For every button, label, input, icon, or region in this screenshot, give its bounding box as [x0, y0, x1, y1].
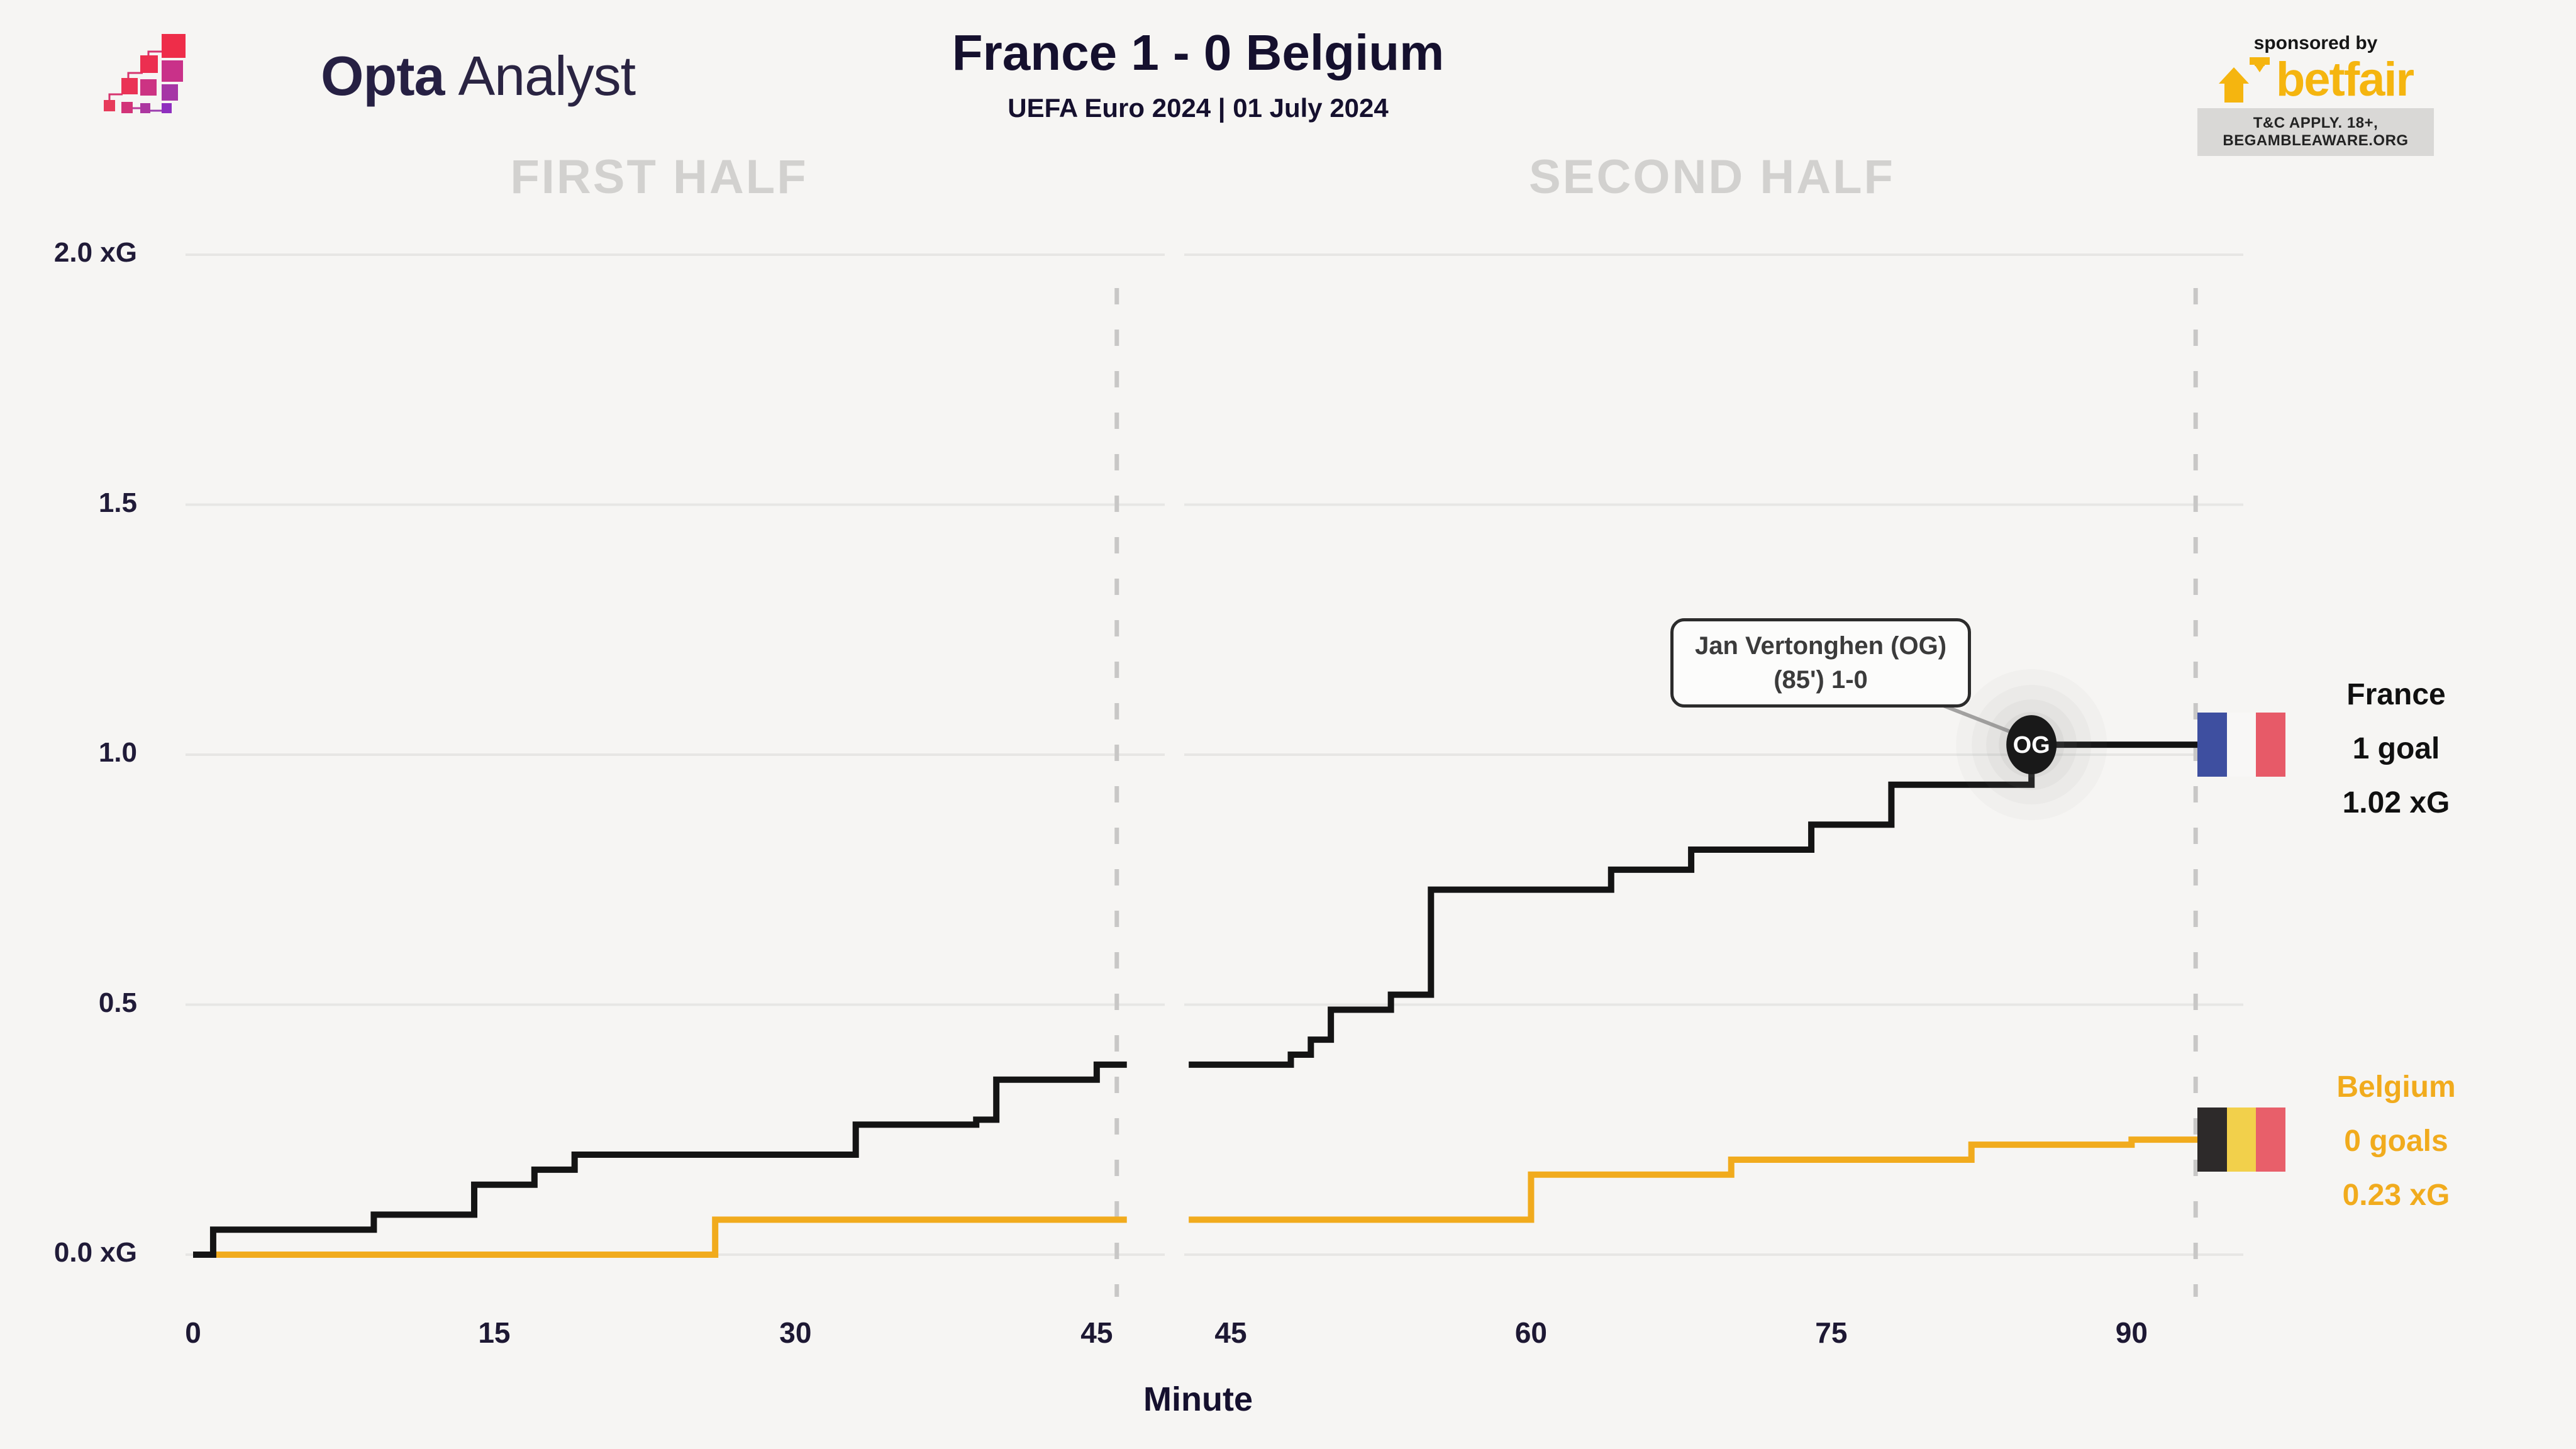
- x-tick-label: 90: [2115, 1316, 2148, 1349]
- x-tick-label: 45: [1080, 1316, 1113, 1349]
- x-tick-label: 0: [185, 1316, 201, 1349]
- first-half-title: FIRST HALF: [510, 150, 808, 204]
- x-tick-label: 75: [1815, 1316, 1848, 1349]
- match-title: France 1 - 0 Belgium: [952, 25, 1445, 80]
- opta-stairs-icon: [104, 34, 186, 113]
- betfair-arrows-icon: [2218, 57, 2270, 103]
- france-flag-icon: [2197, 713, 2286, 777]
- goal-annotation-minute-score: (85') 1-0: [1774, 666, 1868, 694]
- belgium-goals: 0 goals: [2344, 1124, 2448, 1158]
- france-xg-line: [1189, 741, 2198, 1068]
- sponsored-by-label: sponsored by: [2253, 33, 2378, 53]
- france-goals: 1 goal: [2352, 732, 2440, 765]
- belgium-xg-line: [193, 1216, 1127, 1258]
- goal-annotation: Jan Vertonghen (OG) (85') 1-0: [1670, 618, 1971, 708]
- second-half-title: SECOND HALF: [1529, 150, 1895, 204]
- sponsor-terms: T&C APPLY. 18+, BEGAMBLEAWARE.ORG: [2197, 108, 2434, 156]
- y-tick-label: 2.0 xG: [53, 237, 137, 268]
- france-summary-label: France 1 goal 1.02 xG: [2289, 668, 2503, 830]
- y-tick-label: 1.0: [98, 737, 137, 768]
- sponsor-block: sponsored by betfair T&C APPLY. 18+, BEG…: [2184, 33, 2448, 156]
- x-tick-label: 45: [1214, 1316, 1247, 1349]
- y-tick-label: 0.0 xG: [53, 1237, 137, 1268]
- france-name: France: [2346, 678, 2446, 711]
- y-tick-label: 1.5: [98, 487, 137, 518]
- match-subtitle: UEFA Euro 2024 | 01 July 2024: [1008, 93, 1389, 123]
- belgium-name: Belgium: [2336, 1070, 2456, 1104]
- betfair-logo: betfair: [2184, 55, 2448, 104]
- opta-brand-light: Analyst: [458, 45, 636, 107]
- x-tick-label: 30: [779, 1316, 812, 1349]
- goal-marker-og-label: OG: [2013, 732, 2050, 758]
- belgium-summary-label: Belgium 0 goals 0.23 xG: [2289, 1060, 2503, 1223]
- france-xg-line: [193, 1061, 1127, 1258]
- belgium-flag-icon: [2197, 1108, 2286, 1172]
- goal-marker: [2006, 715, 2057, 775]
- betfair-wordmark: betfair: [2275, 53, 2414, 106]
- x-axis-title: Minute: [1143, 1380, 1253, 1418]
- opta-analyst-logo: Opta Analyst: [104, 26, 636, 127]
- france-xg: 1.02 xG: [2342, 786, 2450, 819]
- opta-brand-bold: Opta: [321, 45, 445, 107]
- goal-annotation-scorer: Jan Vertonghen (OG): [1694, 632, 1947, 660]
- belgium-xg: 0.23 xG: [2342, 1179, 2450, 1212]
- y-tick-label: 0.5: [98, 987, 137, 1018]
- annotation-connector: [1939, 702, 2012, 734]
- belgium-xg-line: [1189, 1136, 2198, 1223]
- x-tick-label: 60: [1514, 1316, 1548, 1349]
- opta-wordmark: Opta Analyst: [321, 44, 636, 108]
- x-tick-label: 15: [478, 1316, 511, 1349]
